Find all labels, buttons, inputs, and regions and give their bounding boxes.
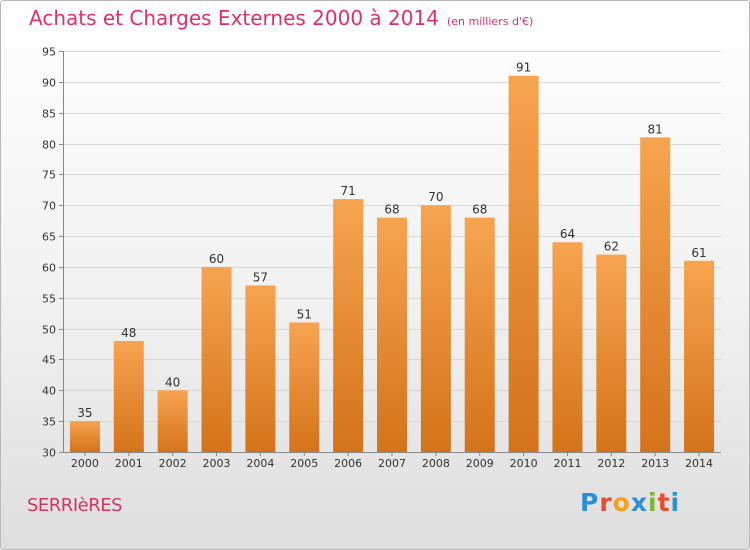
x-tick-label: 2000 bbox=[71, 457, 99, 470]
x-tick-label: 2002 bbox=[159, 457, 187, 470]
bar bbox=[333, 199, 364, 452]
y-tick-label: 80 bbox=[42, 139, 56, 152]
logo-letter: P bbox=[580, 488, 600, 517]
bar-value-label: 40 bbox=[165, 375, 180, 389]
location-label: SERRIèRES bbox=[27, 495, 123, 516]
y-tick-label: 50 bbox=[42, 324, 56, 337]
logo-letter: i bbox=[670, 488, 681, 517]
bar-value-label: 61 bbox=[691, 246, 706, 260]
x-tick-label: 2008 bbox=[422, 457, 450, 470]
logo-letter: o bbox=[612, 488, 631, 517]
x-tick-label: 2003 bbox=[203, 457, 231, 470]
y-tick-label: 95 bbox=[42, 46, 56, 59]
bar bbox=[464, 217, 495, 452]
bar bbox=[201, 266, 232, 452]
chart-title-text: Achats et Charges Externes 2000 à 2014 bbox=[29, 6, 439, 30]
x-tick-label: 2011 bbox=[553, 457, 581, 470]
logo-letter: t bbox=[657, 488, 671, 517]
bar bbox=[113, 340, 144, 452]
x-tick-label: 2004 bbox=[246, 457, 274, 470]
bar bbox=[289, 322, 320, 452]
bar-value-label: 62 bbox=[604, 240, 619, 254]
logo-letter: x bbox=[630, 488, 648, 517]
y-tick-label: 75 bbox=[42, 169, 56, 182]
bar bbox=[640, 137, 671, 452]
y-tick-label: 40 bbox=[42, 385, 56, 398]
bar bbox=[508, 75, 539, 452]
bar-value-label: 71 bbox=[340, 184, 355, 198]
bar bbox=[69, 421, 100, 452]
proxiti-logo: Proxiti bbox=[580, 488, 680, 517]
x-tick-label: 2009 bbox=[466, 457, 494, 470]
bar-value-label: 81 bbox=[648, 122, 663, 136]
chart-subtitle: (en milliers d'€) bbox=[446, 15, 534, 28]
x-tick-label: 2007 bbox=[378, 457, 406, 470]
bar-value-label: 64 bbox=[560, 227, 575, 241]
y-tick-label: 45 bbox=[42, 354, 56, 367]
bar bbox=[684, 260, 715, 452]
y-tick-label: 30 bbox=[42, 447, 56, 460]
bar-value-label: 48 bbox=[121, 326, 136, 340]
y-tick-label: 35 bbox=[42, 416, 56, 429]
y-tick-label: 85 bbox=[42, 108, 56, 121]
y-tick-label: 55 bbox=[42, 293, 56, 306]
y-tick-label: 70 bbox=[42, 200, 56, 213]
bar bbox=[420, 205, 451, 452]
bar bbox=[552, 242, 583, 452]
bar-value-label: 70 bbox=[428, 190, 443, 204]
logo-letter: r bbox=[599, 488, 613, 517]
bar-value-label: 91 bbox=[516, 61, 531, 75]
chart-title: Achats et Charges Externes 2000 à 2014 (e… bbox=[29, 6, 533, 30]
y-tick-label: 65 bbox=[42, 231, 56, 244]
bar-value-label: 68 bbox=[384, 203, 399, 217]
x-tick-label: 2005 bbox=[290, 457, 318, 470]
bar-value-label: 57 bbox=[253, 270, 268, 284]
bar bbox=[157, 390, 188, 452]
bar bbox=[245, 285, 276, 452]
bar bbox=[596, 254, 627, 452]
x-tick-label: 2013 bbox=[641, 457, 669, 470]
bar-value-label: 51 bbox=[297, 307, 312, 321]
x-tick-label: 2006 bbox=[334, 457, 362, 470]
x-tick-label: 2010 bbox=[510, 457, 538, 470]
bar-value-label: 68 bbox=[472, 203, 487, 217]
x-tick-label: 2014 bbox=[685, 457, 713, 470]
bar bbox=[377, 217, 407, 452]
x-tick-label: 2012 bbox=[597, 457, 625, 470]
y-tick-label: 60 bbox=[42, 262, 56, 275]
logo-letter: i bbox=[648, 488, 658, 517]
x-tick-label: 2001 bbox=[115, 457, 143, 470]
y-tick-label: 90 bbox=[42, 77, 56, 90]
bar-value-label: 35 bbox=[77, 406, 92, 420]
bar-value-label: 60 bbox=[209, 252, 224, 266]
